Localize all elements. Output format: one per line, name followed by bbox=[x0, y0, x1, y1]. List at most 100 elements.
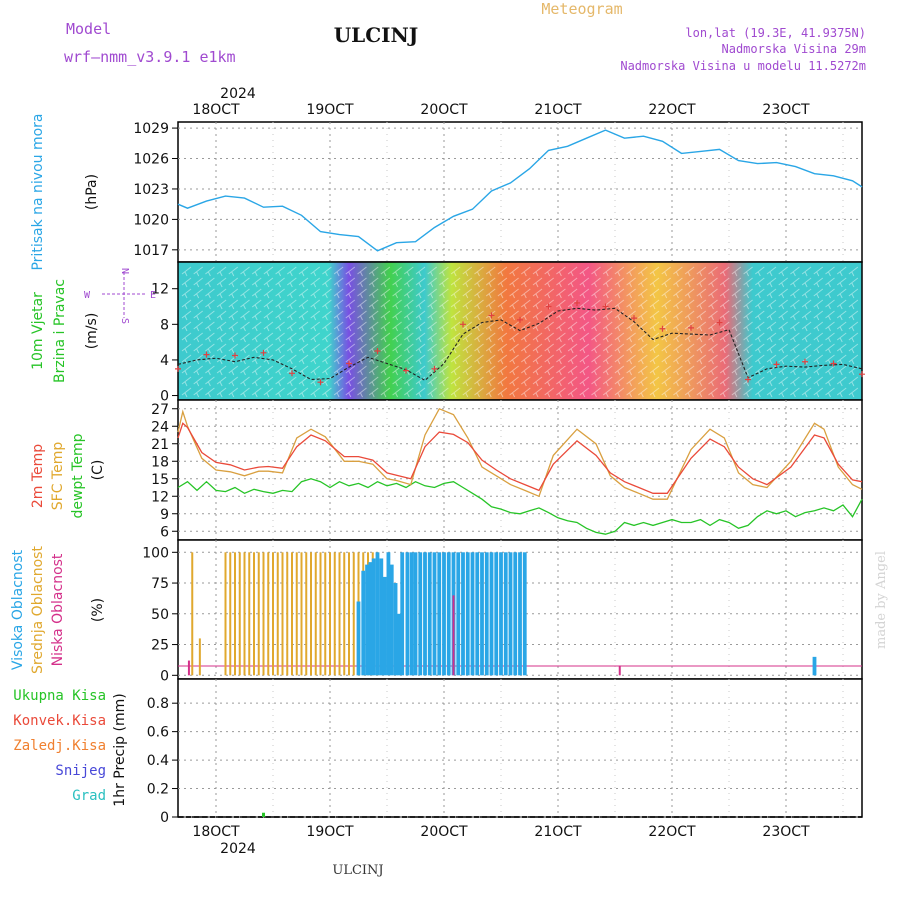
high-cloud-bar bbox=[382, 576, 387, 676]
wind-barb bbox=[567, 354, 578, 365]
wind-barb bbox=[637, 387, 648, 398]
temperature-ytick-label-5: 21 bbox=[151, 437, 169, 453]
wind-barb bbox=[708, 277, 718, 288]
wind-barb bbox=[485, 376, 496, 387]
wind-barb bbox=[731, 310, 742, 321]
wind-barb bbox=[778, 288, 789, 299]
wind-barbs bbox=[181, 266, 859, 398]
wind-barb bbox=[509, 299, 519, 310]
wind-barb bbox=[310, 310, 321, 321]
wind-barb bbox=[556, 299, 566, 310]
wind-barb bbox=[333, 266, 344, 277]
wind-barb bbox=[310, 354, 321, 365]
wind-barb bbox=[403, 277, 414, 288]
wind-barb bbox=[696, 266, 707, 277]
wind-barb bbox=[485, 299, 496, 310]
wind-barb bbox=[778, 354, 789, 365]
wind-barb bbox=[696, 365, 707, 376]
wind-barb bbox=[450, 288, 461, 299]
wind-barb bbox=[322, 277, 332, 288]
year-label-top: 2024 bbox=[220, 86, 256, 102]
wind-barb bbox=[240, 266, 250, 277]
wind-barb bbox=[462, 343, 473, 354]
wind-barb bbox=[333, 288, 344, 299]
wind-barb bbox=[637, 354, 648, 365]
wind-barb bbox=[696, 387, 707, 398]
wind-barb bbox=[275, 365, 285, 376]
wind-barb bbox=[637, 266, 648, 277]
wind-barb bbox=[450, 310, 461, 321]
wind-barb bbox=[275, 288, 285, 299]
wind-barb bbox=[661, 343, 672, 354]
precip-legend-hail: Grad bbox=[72, 788, 106, 804]
wind-barb bbox=[684, 266, 695, 277]
wind-barb bbox=[825, 376, 835, 387]
wind-barb bbox=[766, 343, 777, 354]
wind-barb bbox=[731, 277, 742, 288]
mid-cloud-bar bbox=[224, 552, 227, 676]
compass-e: E bbox=[150, 290, 156, 301]
wind-barb bbox=[556, 365, 566, 376]
wind-barb bbox=[427, 299, 438, 310]
high-cloud-bar bbox=[442, 552, 446, 676]
wind-barb bbox=[754, 365, 765, 376]
wind-barb bbox=[298, 321, 309, 332]
wind-barb bbox=[275, 376, 285, 387]
wind-barb bbox=[579, 343, 590, 354]
wind-barb bbox=[766, 387, 777, 398]
precip-ytick-label-2: 0.4 bbox=[147, 753, 169, 769]
wind-barb bbox=[310, 299, 321, 310]
wind-barb bbox=[497, 321, 508, 332]
wind-barb bbox=[532, 387, 543, 398]
wind-barb bbox=[205, 288, 215, 299]
wind-barb bbox=[813, 299, 824, 310]
wind-barb bbox=[754, 343, 765, 354]
compass-rose-icon: W E N S bbox=[84, 268, 156, 324]
pressure-yticks: 1017 1020 1023 1026 1029 bbox=[133, 121, 178, 259]
wind-barb bbox=[380, 310, 391, 321]
wind-barb bbox=[216, 365, 227, 376]
wind-barb bbox=[790, 288, 800, 299]
precip-panel: 0 0.2 0.4 0.6 0.8 Ukupna Kisa Konvek.Kisa Za… bbox=[13, 678, 863, 826]
wind-barb bbox=[357, 343, 367, 354]
wind-barb bbox=[286, 387, 297, 398]
wind-barb bbox=[743, 310, 753, 321]
high-cloud-bar bbox=[503, 552, 508, 676]
wind-barb bbox=[462, 387, 473, 398]
wind-barb bbox=[801, 266, 812, 277]
day-label-bottom-3: 21OCT bbox=[534, 824, 582, 840]
wind-barb bbox=[403, 266, 414, 277]
wind-barb bbox=[626, 277, 636, 288]
wind-barb bbox=[825, 354, 835, 365]
wind-barb bbox=[298, 310, 309, 321]
high-cloud-bar bbox=[480, 552, 484, 676]
wind-barb bbox=[392, 376, 402, 387]
wind-barb bbox=[415, 321, 426, 332]
wind-barb bbox=[216, 321, 227, 332]
wind-barb bbox=[275, 343, 285, 354]
low-cloud-bar bbox=[618, 665, 621, 676]
wind-barb bbox=[626, 387, 636, 398]
wind-barb bbox=[310, 277, 321, 288]
wind-barb bbox=[228, 354, 239, 365]
precip-legend-freezing: Zaledj.Kisa bbox=[13, 738, 106, 754]
wind-barb bbox=[251, 343, 262, 354]
wind-barb bbox=[368, 387, 379, 398]
wind-barb bbox=[439, 299, 449, 310]
wind-barb bbox=[263, 266, 274, 277]
wind-barb bbox=[322, 365, 332, 376]
wind-barb bbox=[439, 266, 449, 277]
wind-barb bbox=[368, 310, 379, 321]
wind-barb bbox=[661, 310, 672, 321]
high-cloud-bar bbox=[427, 552, 432, 676]
wind-barb bbox=[251, 266, 262, 277]
wind-gust-marks bbox=[175, 299, 865, 386]
wind-barb bbox=[731, 321, 742, 332]
wind-barb bbox=[813, 277, 824, 288]
wind-barb bbox=[719, 354, 730, 365]
wind-barb bbox=[380, 266, 391, 277]
day-labels-bottom: 18OCT 19OCT 20OCT 21OCT 22OCT 23OCT bbox=[192, 824, 810, 840]
wind-barb bbox=[696, 321, 707, 332]
wind-barb bbox=[719, 365, 730, 376]
